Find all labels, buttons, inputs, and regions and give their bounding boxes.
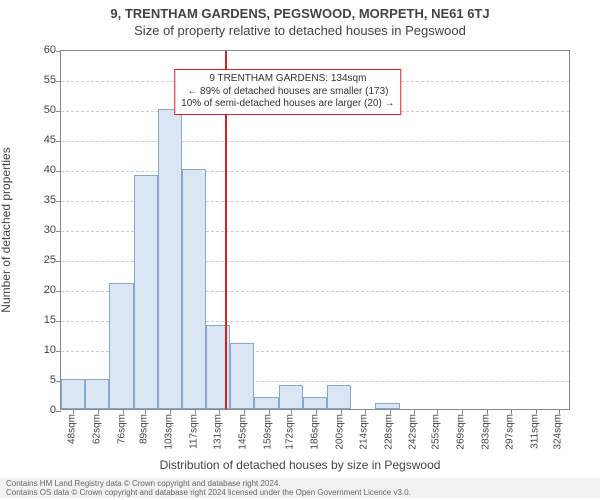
x-tick-label: 311sqm (529, 414, 540, 449)
annotation-box: 9 TRENTHAM GARDENS: 134sqm← 89% of detac… (174, 69, 401, 115)
y-tick-label: 0 (30, 404, 56, 416)
histogram-bar (279, 385, 303, 409)
x-tick-label: 186sqm (310, 414, 321, 450)
x-tick-label: 255sqm (431, 414, 442, 450)
footer-line-2: Contains OS data © Crown copyright and d… (6, 488, 594, 497)
y-tick (56, 231, 61, 232)
y-tick-label: 35 (30, 194, 56, 206)
y-tick-label: 45 (30, 134, 56, 146)
x-tick-label: 145sqm (237, 414, 248, 450)
x-tick-label: 324sqm (552, 414, 563, 450)
histogram-bar (303, 397, 327, 409)
x-tick-label: 62sqm (91, 414, 102, 444)
plot-wrap: 9 TRENTHAM GARDENS: 134sqm← 89% of detac… (60, 50, 570, 410)
histogram-bar (85, 379, 109, 409)
histogram-bar (158, 109, 182, 409)
histogram-bar (134, 175, 158, 409)
plot-area: 9 TRENTHAM GARDENS: 134sqm← 89% of detac… (60, 50, 570, 410)
x-tick-label: 76sqm (116, 414, 127, 444)
y-tick-label: 55 (30, 74, 56, 86)
y-tick-label: 40 (30, 164, 56, 176)
y-tick (56, 141, 61, 142)
x-tick-label: 48sqm (67, 414, 78, 444)
histogram-bar (61, 379, 85, 409)
annotation-line: 9 TRENTHAM GARDENS: 134sqm (181, 73, 394, 86)
histogram-bar (254, 397, 278, 409)
y-tick (56, 171, 61, 172)
histogram-bar (182, 169, 206, 409)
histogram-bar (375, 403, 399, 409)
y-tick-label: 10 (30, 344, 56, 356)
y-tick (56, 261, 61, 262)
x-tick-label: 283sqm (480, 414, 491, 450)
x-tick-label: 228sqm (383, 414, 394, 450)
y-tick-label: 20 (30, 284, 56, 296)
x-tick-label: 242sqm (408, 414, 419, 450)
x-tick-label: 159sqm (262, 414, 273, 450)
x-tick-label: 172sqm (285, 414, 296, 450)
histogram-bar (206, 325, 230, 409)
x-tick-label: 269sqm (455, 414, 466, 450)
heading-address: 9, TRENTHAM GARDENS, PEGSWOOD, MORPETH, … (0, 6, 600, 21)
y-tick (56, 51, 61, 52)
x-tick-label: 89sqm (139, 414, 150, 444)
x-tick-label: 131sqm (213, 414, 224, 450)
heading-subtitle: Size of property relative to detached ho… (0, 23, 600, 38)
gridline (61, 141, 569, 142)
footer-line-1: Contains HM Land Registry data © Crown c… (6, 479, 594, 488)
y-tick (56, 411, 61, 412)
y-tick (56, 111, 61, 112)
y-axis-label: Number of detached properties (0, 147, 13, 312)
y-tick-label: 60 (30, 44, 56, 56)
y-tick-label: 50 (30, 104, 56, 116)
x-tick-label: 214sqm (359, 414, 370, 450)
x-tick-label: 200sqm (334, 414, 345, 450)
y-tick (56, 81, 61, 82)
histogram-bar (327, 385, 351, 409)
footer: Contains HM Land Registry data © Crown c… (0, 478, 600, 498)
gridline (61, 171, 569, 172)
y-tick-label: 25 (30, 254, 56, 266)
histogram-bar (230, 343, 254, 409)
x-tick-label: 103sqm (164, 414, 175, 450)
annotation-line: ← 89% of detached houses are smaller (17… (181, 86, 394, 99)
y-tick (56, 351, 61, 352)
y-tick-label: 30 (30, 224, 56, 236)
annotation-line: 10% of semi-detached houses are larger (… (181, 98, 394, 111)
x-axis-label: Distribution of detached houses by size … (0, 458, 600, 472)
y-tick (56, 291, 61, 292)
y-tick-label: 15 (30, 314, 56, 326)
x-tick-label: 117sqm (188, 414, 199, 449)
heading: 9, TRENTHAM GARDENS, PEGSWOOD, MORPETH, … (0, 0, 600, 38)
chart-container: 9, TRENTHAM GARDENS, PEGSWOOD, MORPETH, … (0, 0, 600, 500)
y-tick (56, 201, 61, 202)
x-tick-label: 297sqm (505, 414, 516, 450)
y-tick (56, 321, 61, 322)
histogram-bar (109, 283, 133, 409)
y-tick-label: 5 (30, 374, 56, 386)
